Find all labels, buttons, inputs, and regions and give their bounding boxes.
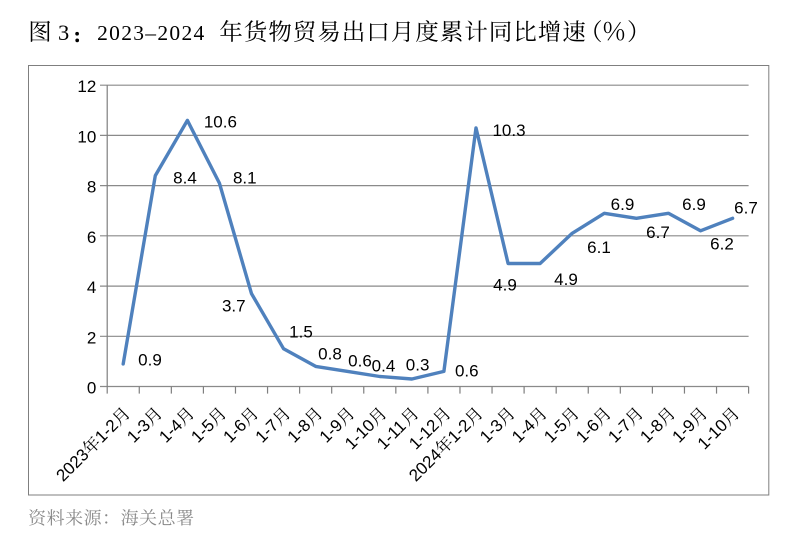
svg-text:3: 3 [58, 20, 69, 45]
svg-text:1.5: 1.5 [289, 323, 313, 342]
svg-text:6.2: 6.2 [710, 235, 734, 254]
svg-text:4: 4 [87, 278, 96, 297]
svg-text:6: 6 [87, 228, 96, 247]
svg-text:6.9: 6.9 [611, 195, 635, 214]
svg-text:3.7: 3.7 [222, 297, 246, 316]
svg-text:0.8: 0.8 [318, 345, 342, 364]
svg-text:8.4: 8.4 [173, 168, 197, 187]
svg-text:0.6: 0.6 [455, 362, 479, 381]
svg-text:0.6: 0.6 [348, 352, 372, 371]
svg-text:12: 12 [77, 77, 96, 96]
svg-text:6.9: 6.9 [682, 195, 706, 214]
svg-text:10.6: 10.6 [204, 113, 237, 132]
svg-text:10: 10 [77, 127, 96, 146]
svg-text:4.9: 4.9 [554, 270, 578, 289]
svg-text:8.1: 8.1 [233, 169, 257, 188]
svg-text:2023–2024: 2023–2024 [97, 21, 205, 45]
svg-text:4.9: 4.9 [493, 276, 517, 295]
svg-text:10.3: 10.3 [492, 121, 525, 140]
svg-text:8: 8 [87, 178, 96, 197]
svg-text:0.3: 0.3 [406, 356, 430, 375]
svg-text:6.7: 6.7 [734, 199, 758, 218]
svg-text:0.9: 0.9 [138, 351, 162, 370]
svg-text:2: 2 [87, 328, 96, 347]
svg-text:6.1: 6.1 [587, 238, 611, 257]
svg-text:6.7: 6.7 [646, 223, 670, 242]
svg-text:0.4: 0.4 [372, 357, 396, 376]
svg-text:0: 0 [87, 379, 96, 398]
